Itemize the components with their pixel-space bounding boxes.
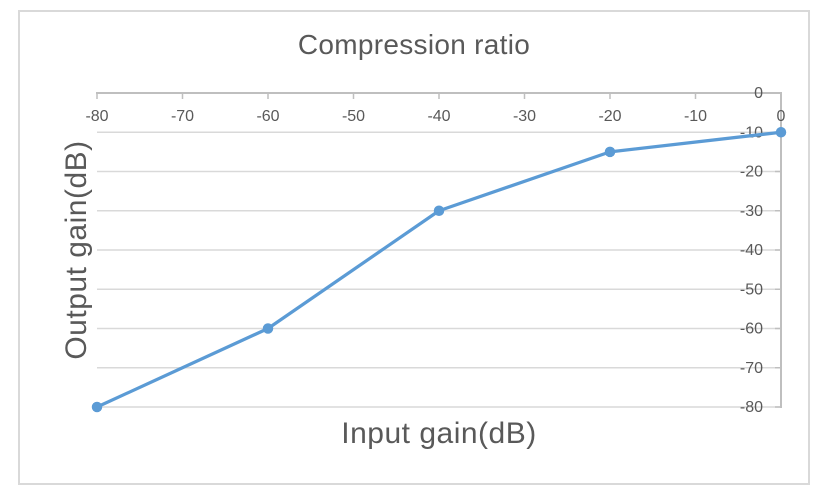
data-point-marker — [433, 205, 445, 216]
y-tick-label: -20 — [740, 164, 763, 181]
data-point-marker — [91, 401, 103, 413]
chart-frame — [18, 10, 810, 485]
x-axis-title: Input gain(dB) — [341, 417, 537, 450]
y-tick-label: 0 — [754, 85, 763, 102]
data-point-marker — [262, 323, 274, 334]
x-tick-label: -70 — [171, 108, 194, 125]
y-tick-label: -10 — [740, 124, 763, 141]
y-tick-label: -40 — [740, 242, 763, 259]
y-tick-label: -80 — [740, 399, 763, 416]
x-tick-label: -10 — [684, 108, 707, 125]
x-tick-label: -60 — [256, 108, 279, 125]
x-tick-label: -50 — [342, 108, 365, 125]
x-tick-label: -80 — [85, 108, 108, 125]
y-tick-label: -70 — [740, 360, 763, 377]
x-tick-label: -20 — [598, 108, 621, 125]
x-tick-label: 0 — [777, 108, 786, 125]
x-tick-label: -30 — [513, 108, 536, 125]
y-tick-label: -50 — [740, 281, 763, 298]
data-point-marker — [604, 146, 616, 158]
x-tick-label: -40 — [427, 108, 450, 125]
y-tick-label: -30 — [740, 203, 763, 220]
series-line — [95, 130, 783, 409]
y-tick-label: -60 — [740, 321, 763, 338]
data-point-marker — [775, 127, 787, 138]
chart-title: Compression ratio — [297, 29, 531, 60]
